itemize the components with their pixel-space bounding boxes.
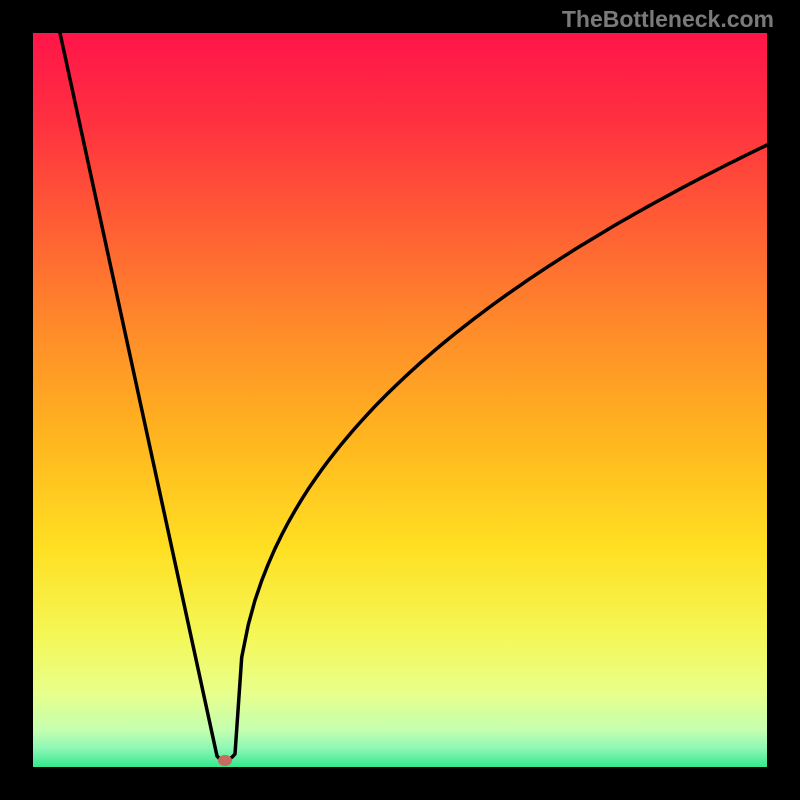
optimal-point-marker (218, 755, 232, 766)
watermark-text: TheBottleneck.com (562, 6, 774, 33)
gradient-plot-area (33, 33, 767, 767)
chart-container: TheBottleneck.com (0, 0, 800, 800)
